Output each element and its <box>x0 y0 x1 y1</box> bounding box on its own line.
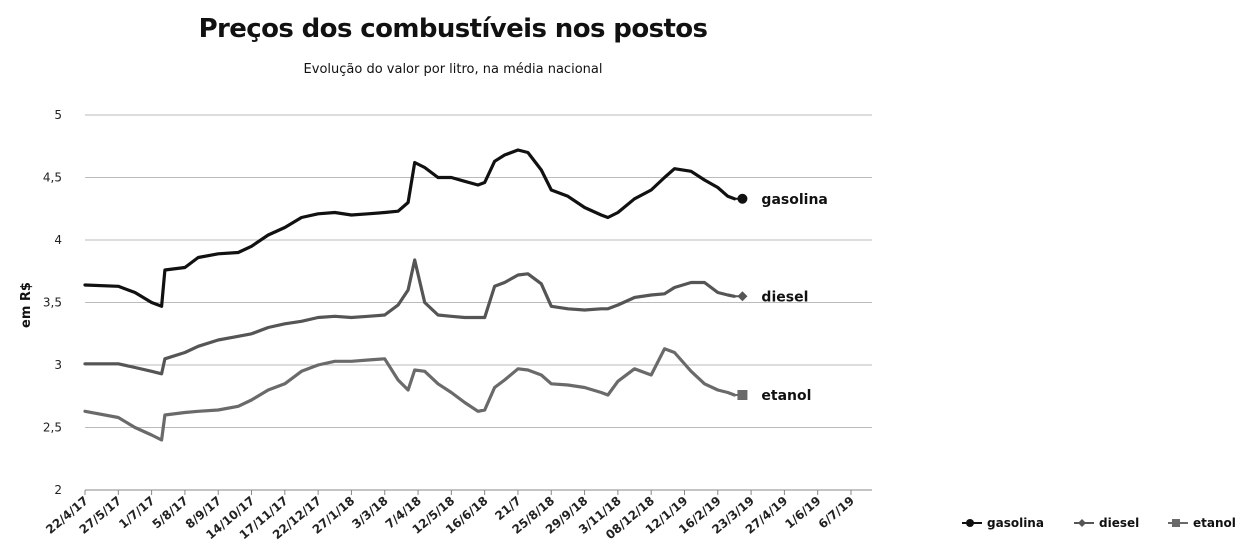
series-line-diesel <box>83 258 737 376</box>
end-label-gasolina: gasolina <box>761 192 827 208</box>
end-label-diesel: diesel <box>761 289 808 305</box>
x-tick-label: 5/8/17 <box>150 494 191 532</box>
y-tick-label: 2 <box>54 483 62 497</box>
end-marker-gasolina <box>737 193 748 204</box>
chart-subtitle: Evolução do valor por litro, na média na… <box>303 62 603 77</box>
end-marker-etanol <box>737 390 748 400</box>
legend-marker-etanol <box>1172 519 1180 527</box>
x-tick-label: 1/6/19 <box>782 494 823 532</box>
y-tick-label: 3 <box>54 358 62 372</box>
legend-marker-gasolina <box>966 519 974 527</box>
series-line-gasolina <box>83 148 737 308</box>
legend-label-etanol: etanol <box>1193 516 1236 530</box>
series-line-etanol <box>83 347 737 442</box>
x-tick-label: 3/3/18 <box>349 494 390 532</box>
legend-label-gasolina: gasolina <box>987 516 1044 530</box>
y-tick-label: 4 <box>54 233 62 247</box>
end-label-etanol: etanol <box>761 388 811 404</box>
legend-marker-diesel <box>1078 519 1086 527</box>
y-tick-label: 4,5 <box>43 171 62 185</box>
x-tick-label: 1/7/17 <box>116 494 157 532</box>
y-tick-label: 2,5 <box>43 421 62 435</box>
legend-label-diesel: diesel <box>1099 516 1139 530</box>
y-tick-label: 5 <box>54 108 62 122</box>
end-marker-diesel <box>737 291 748 302</box>
y-tick-label: 3,5 <box>43 296 62 310</box>
chart-title: Preços dos combustíveis nos postos <box>198 14 708 44</box>
y-axis-label: em R$ <box>19 282 34 328</box>
x-tick-label: 6/7/19 <box>816 494 857 532</box>
